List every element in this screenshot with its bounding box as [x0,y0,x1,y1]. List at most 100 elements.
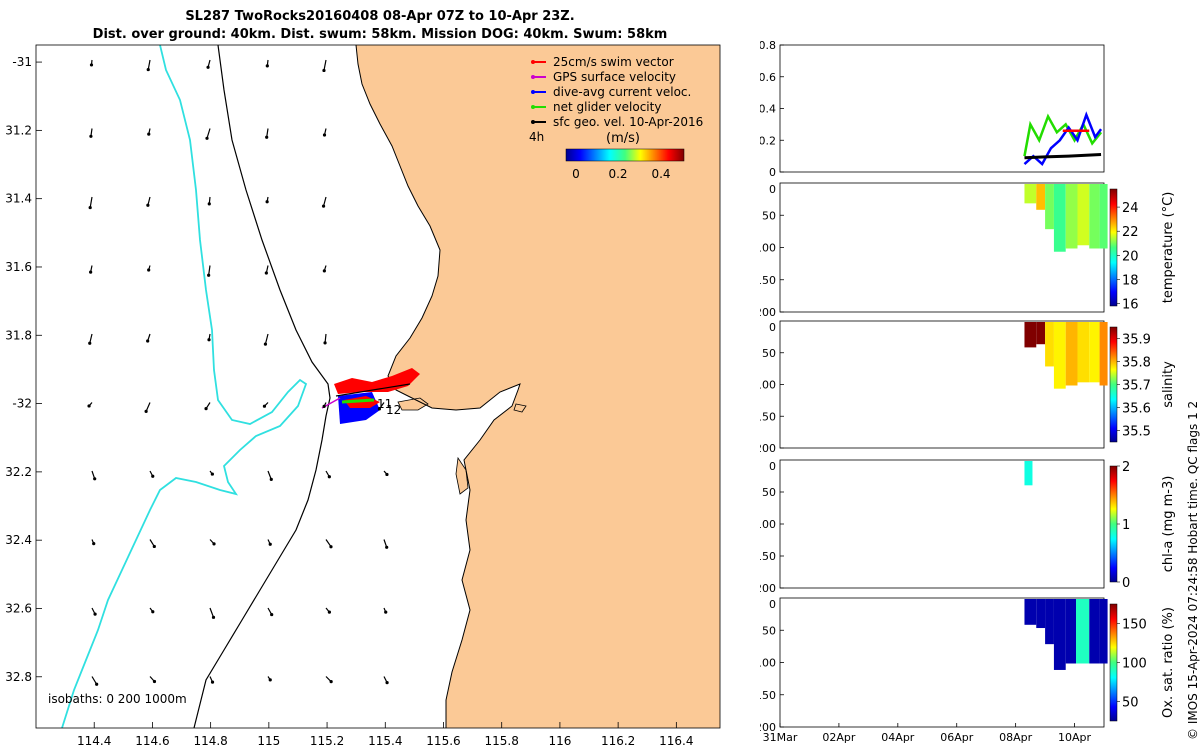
geo-arrow-head [385,472,389,477]
section-column [1036,322,1046,345]
geo-arrow [147,59,151,70]
legend-swatch-head [531,75,535,79]
y-tick-label: 31.2 [5,123,32,137]
geo-arrow-head [321,204,326,208]
section-column [1089,322,1100,383]
geo-arrow-head [385,545,389,549]
colorbar-tick-label: 50 [1122,696,1139,711]
y-tick-label-zero: 0 [769,460,776,473]
geo-arrow-head [207,202,211,206]
velocity-panel: 00.20.40.60.8velocity magnitude (m/s) [760,39,1105,179]
x-tick-label: 08Apr [999,731,1033,744]
geo-arrow-head [207,338,211,342]
geo-arrow-head [88,205,92,210]
colorbar-tick-label: 22 [1122,225,1139,240]
y-tick-label: 31.4 [5,192,32,206]
geo-arrow [145,402,151,412]
y-tick-label-zero: 0 [769,321,776,334]
velocity-colorbar [565,148,685,162]
y-tick-label: -32 [12,397,32,411]
y-tick-label: 50 [762,347,776,360]
section-column [1036,184,1046,210]
x-tick-label: 114.8 [193,734,227,748]
geo-arrow-head [93,477,97,481]
y-tick-label: 100 [760,657,776,670]
panel-frame [779,459,1105,589]
geo-arrow-head [87,404,91,408]
y-tick-label: 150 [760,689,776,702]
geo-arrow-head [329,680,333,684]
geo-arrow-head [210,680,215,684]
legend-swatch-head [531,120,535,124]
velocity-series-line [1024,153,1102,160]
geo-arrow-head [265,135,269,139]
geo-arrow-head [327,475,331,479]
time-marker-label: 4h [529,130,544,144]
y-tick-label: 150 [760,550,776,563]
map-axes-ticks: 114.4 114.6 114.8 115 115.2 115.4 115.6 115.8 11… [5,55,693,748]
geo-arrow-head [322,133,327,137]
geo-arrow [89,196,93,208]
geo-arrow-head [329,545,333,549]
y-tick-label: 31.8 [5,328,32,342]
depth-section-panel: 050100150200Depth (m)35.535.635.735.835.… [760,320,1176,455]
y-tick-label: 31.6 [5,260,32,274]
section-column [1099,322,1108,386]
geo-arrow [206,128,211,139]
x-tick-label: 115.8 [485,734,519,748]
y-tick-label: 0.2 [760,134,776,147]
colorbar-tick: 0.4 [651,167,670,181]
geo-arrow-head [205,136,209,140]
time-series-panels: 00.20.40.60.8velocity magnitude (m/s)050… [760,39,1176,744]
geo-arrow-head [89,63,94,67]
geo-arrow-head [147,132,151,136]
colorbar-tick-label: 35.7 [1122,379,1151,394]
geo-arrow-head [322,269,326,273]
geo-arrow-head [384,610,388,614]
colorbar [1109,603,1118,722]
map-plot: 11 12 isobaths: 0 200 1000m 4h 25cm/s sw… [5,44,721,748]
x-tick-label: 10Apr [1058,731,1092,744]
y-tick-label: 200 [760,306,776,319]
velocity-series-line [1023,113,1103,157]
section-column [1076,599,1090,664]
y-tick-label-zero: 0 [769,598,776,611]
geo-arrow-head [323,341,327,345]
isobath-1000m [61,45,308,728]
geo-arrow-head [92,541,96,546]
x-tick-label: 04Apr [881,731,915,744]
track-label: 12 [386,403,401,417]
colorbar-tick-label: 100 [1122,657,1147,672]
colorbar-tick-label: 35.9 [1122,333,1151,348]
colorbar-tick-label: 35.5 [1122,425,1151,440]
net-glider-velocity-arrow [341,398,375,404]
section-column [1065,184,1078,249]
geo-arrow-head [265,200,269,204]
x-tick-label: 116 [548,734,571,748]
geo-arrow-head [147,268,151,272]
colorbar-label: chl-a (mg m-3) [1161,476,1176,573]
legend-swatch-head [531,60,535,64]
section-column [1024,322,1037,348]
section-column [1089,599,1100,664]
colorbar-tick-label: 16 [1122,298,1139,313]
x-tick-label: 115.2 [310,734,344,748]
colorbar-tick-label: 20 [1122,249,1139,264]
geostrophic-velocity-field [87,59,389,686]
colorbar-label: Ox. sat. ratio (%) [1161,607,1176,718]
geo-arrow-head [93,612,97,616]
colorbar-tick: 0.2 [608,167,627,181]
geo-arrow-head [264,271,268,275]
x-tick-label: 116.2 [601,734,635,748]
geo-arrow-head [152,679,157,684]
glider-track-line [335,383,411,397]
geo-arrow-head [210,472,214,476]
y-tick-label-zero: 0 [769,183,776,196]
y-tick-label: 0 [769,166,776,179]
geo-arrow [208,265,211,276]
section-column [1045,184,1054,230]
geo-arrow-head [206,65,210,69]
colorbar-tick-label: 35.6 [1122,402,1151,417]
section-column [1065,322,1078,386]
